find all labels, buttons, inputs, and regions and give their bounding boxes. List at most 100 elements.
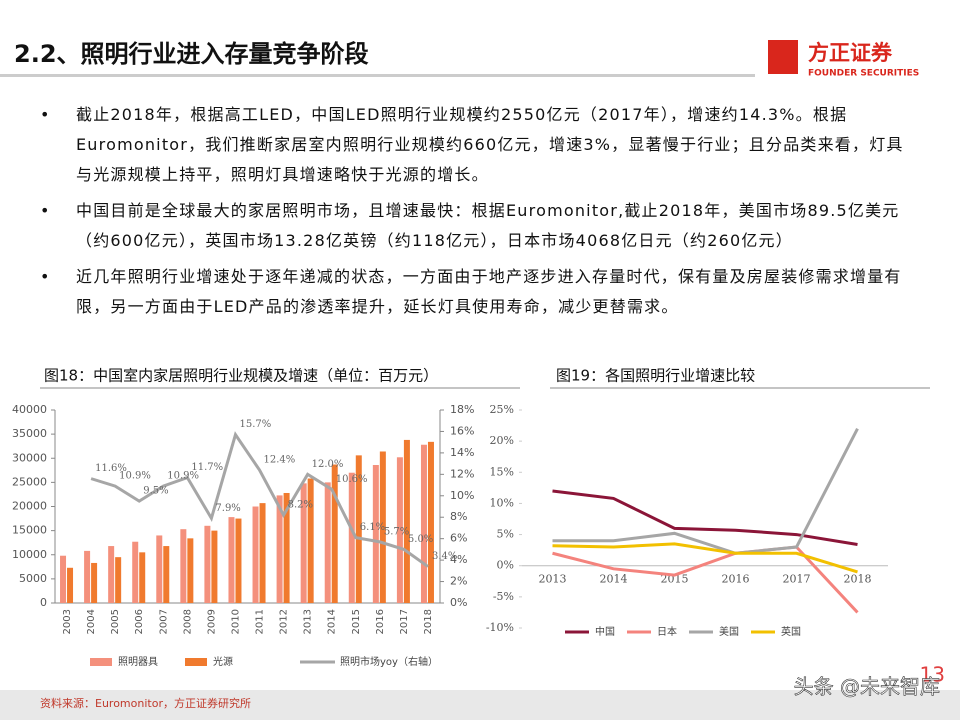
legend-label: 照明器具 (118, 656, 158, 668)
bar (348, 472, 355, 603)
legend-label: 照明市场yoy（右轴） (340, 655, 438, 668)
y-tick-label: 20000 (12, 500, 47, 513)
data-label: 11.6% (95, 463, 127, 474)
bar (139, 552, 146, 603)
bar (300, 483, 307, 603)
y-tick-label: 15% (490, 465, 514, 478)
bar (132, 541, 139, 603)
x-tick-label: 2012 (279, 609, 290, 634)
data-label: 3.4% (432, 551, 457, 562)
footer-band (0, 690, 960, 720)
legend-label: 英国 (781, 625, 801, 638)
legend-label: 日本 (657, 625, 677, 638)
slide-title: 2.2、照明行业进入存量竞争阶段 (14, 40, 369, 68)
y-tick-label: 0 (40, 596, 47, 609)
x-tick-label: 2009 (206, 609, 217, 634)
y-tick-label: 5000 (19, 572, 47, 585)
logo-en: FOUNDER SECURITIES (808, 69, 919, 79)
logo-text: 方正证券 (808, 41, 893, 65)
y2-tick-label: 16% (450, 424, 474, 437)
legend-label: 光源 (213, 655, 233, 668)
x-tick-label: 2014 (327, 609, 338, 634)
bar (420, 444, 427, 603)
legend-swatch (185, 658, 207, 666)
x-tick-label: 2018 (844, 573, 872, 586)
x-tick-label: 2017 (399, 609, 410, 634)
figure-caption: 图19：各国照明行业增速比较 (556, 367, 755, 385)
data-label: 12.4% (264, 455, 296, 466)
y-tick-label: 15000 (12, 524, 47, 537)
bar (187, 538, 194, 603)
bar (259, 503, 266, 603)
bar (235, 518, 242, 603)
bar (427, 441, 434, 603)
x-tick-label: 2005 (110, 609, 121, 634)
data-label: 15.7% (239, 419, 271, 430)
y-tick-label: 40000 (12, 403, 47, 416)
y-tick-label: 5% (497, 528, 514, 541)
y2-tick-label: 14% (450, 446, 474, 459)
x-tick-label: 2018 (423, 609, 434, 634)
y2-tick-label: 18% (450, 403, 474, 416)
data-label: 7.9% (215, 503, 240, 514)
x-tick-label: 2013 (303, 609, 314, 634)
x-tick-label: 2016 (722, 573, 750, 586)
figure-caption: 图18：中国室内家居照明行业规模及增速（单位：百万元） (44, 367, 438, 385)
line-series (90, 431, 429, 568)
bar (84, 550, 91, 603)
bar (91, 562, 98, 603)
chart-19: -10% -5% 0% 5% 10% 15% 20% 25% 2013 2014 2015 2016 2… (486, 403, 888, 638)
data-label: 5.7% (384, 526, 409, 537)
bar (156, 535, 163, 603)
y-tick-label: 20% (490, 434, 514, 447)
bar (108, 546, 115, 603)
line-series (552, 542, 858, 574)
data-label: 10.9% (167, 471, 199, 482)
line-series (552, 427, 859, 555)
y-tick-label: 25% (490, 403, 514, 416)
data-label: 10.9% (119, 471, 151, 482)
x-tick-label: 2008 (182, 609, 193, 634)
logo-mark (768, 40, 798, 74)
y-tick-label: 10% (490, 496, 514, 509)
y2-tick-label: 8% (450, 510, 467, 523)
y-tick-label: 30000 (12, 451, 47, 464)
bullet-list: 截止2018年，根据高工LED，中国LED照明行业规模约2550亿元（2017年… (40, 100, 920, 328)
bar (324, 482, 331, 603)
bar (372, 465, 379, 603)
source: 资料来源：Euromonitor，方正证券研究所 (40, 696, 251, 710)
y2-tick-label: 6% (450, 532, 467, 545)
x-tick-label: 2007 (158, 609, 169, 634)
bar (307, 478, 314, 603)
bar (276, 495, 283, 603)
y2-tick-label: 4% (450, 553, 467, 566)
y-tick-label: 0% (497, 559, 514, 572)
bar (211, 530, 218, 603)
title-rule (0, 74, 755, 77)
watermark: 头条 @未来智库 (794, 675, 940, 699)
x-tick-label: 2003 (62, 609, 73, 634)
y2-tick-label: 10% (450, 489, 474, 502)
page-number: 13 (920, 663, 945, 687)
y-tick-label: 35000 (12, 427, 47, 440)
bar (403, 439, 410, 603)
x-tick-label: 2004 (86, 609, 97, 634)
y-tick-label: 25000 (12, 475, 47, 488)
data-label: 10.6% (336, 474, 368, 485)
bar (163, 546, 170, 603)
chart-18: 0 5000 10000 15000 20000 25000 30000 35000 40000… (12, 403, 474, 668)
x-tick-label: 2015 (351, 609, 362, 634)
y-tick-label: -5% (493, 590, 514, 603)
y2-tick-label: 0% (450, 596, 467, 609)
x-tick-label: 2016 (375, 609, 386, 634)
bar (355, 455, 362, 603)
bar (228, 517, 235, 603)
bar (67, 567, 74, 603)
bullet: 截止2018年，根据高工LED，中国LED照明行业规模约2550亿元（2017年… (40, 100, 920, 190)
line-series (552, 489, 858, 547)
y-tick-label: 10000 (12, 548, 47, 561)
bar (396, 457, 403, 603)
bar (204, 525, 211, 603)
